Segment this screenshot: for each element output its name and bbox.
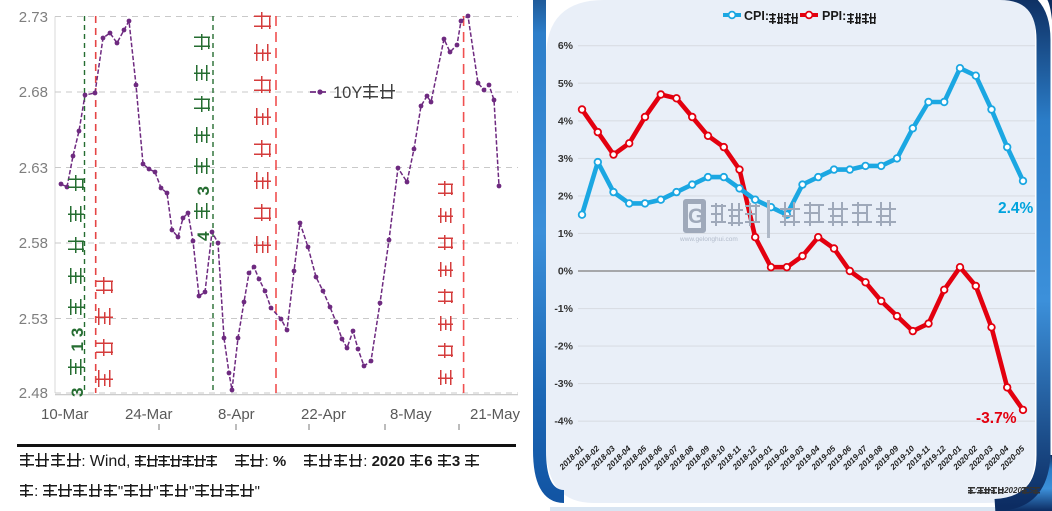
svg-text:3%: 3%	[558, 153, 574, 165]
svg-text:CPI:: CPI:	[744, 9, 769, 23]
svg-text:2.4%: 2.4%	[998, 200, 1034, 217]
svg-text:-3%: -3%	[554, 378, 573, 390]
svg-text:-4%: -4%	[554, 416, 573, 428]
svg-text:5%: 5%	[558, 78, 574, 90]
svg-text:2%: 2%	[558, 190, 574, 202]
svg-text:-1%: -1%	[554, 303, 573, 315]
svg-text:10Y: 10Y	[333, 84, 362, 102]
svg-text:-3.7%: -3.7%	[976, 410, 1017, 427]
svg-text:4%: 4%	[558, 115, 574, 127]
svg-text:PPI:: PPI:	[822, 9, 846, 23]
svg-text:6%: 6%	[558, 40, 574, 52]
svg-text:1%: 1%	[558, 228, 574, 240]
svg-text:-2%: -2%	[554, 341, 573, 353]
svg-text:0%: 0%	[558, 266, 574, 278]
